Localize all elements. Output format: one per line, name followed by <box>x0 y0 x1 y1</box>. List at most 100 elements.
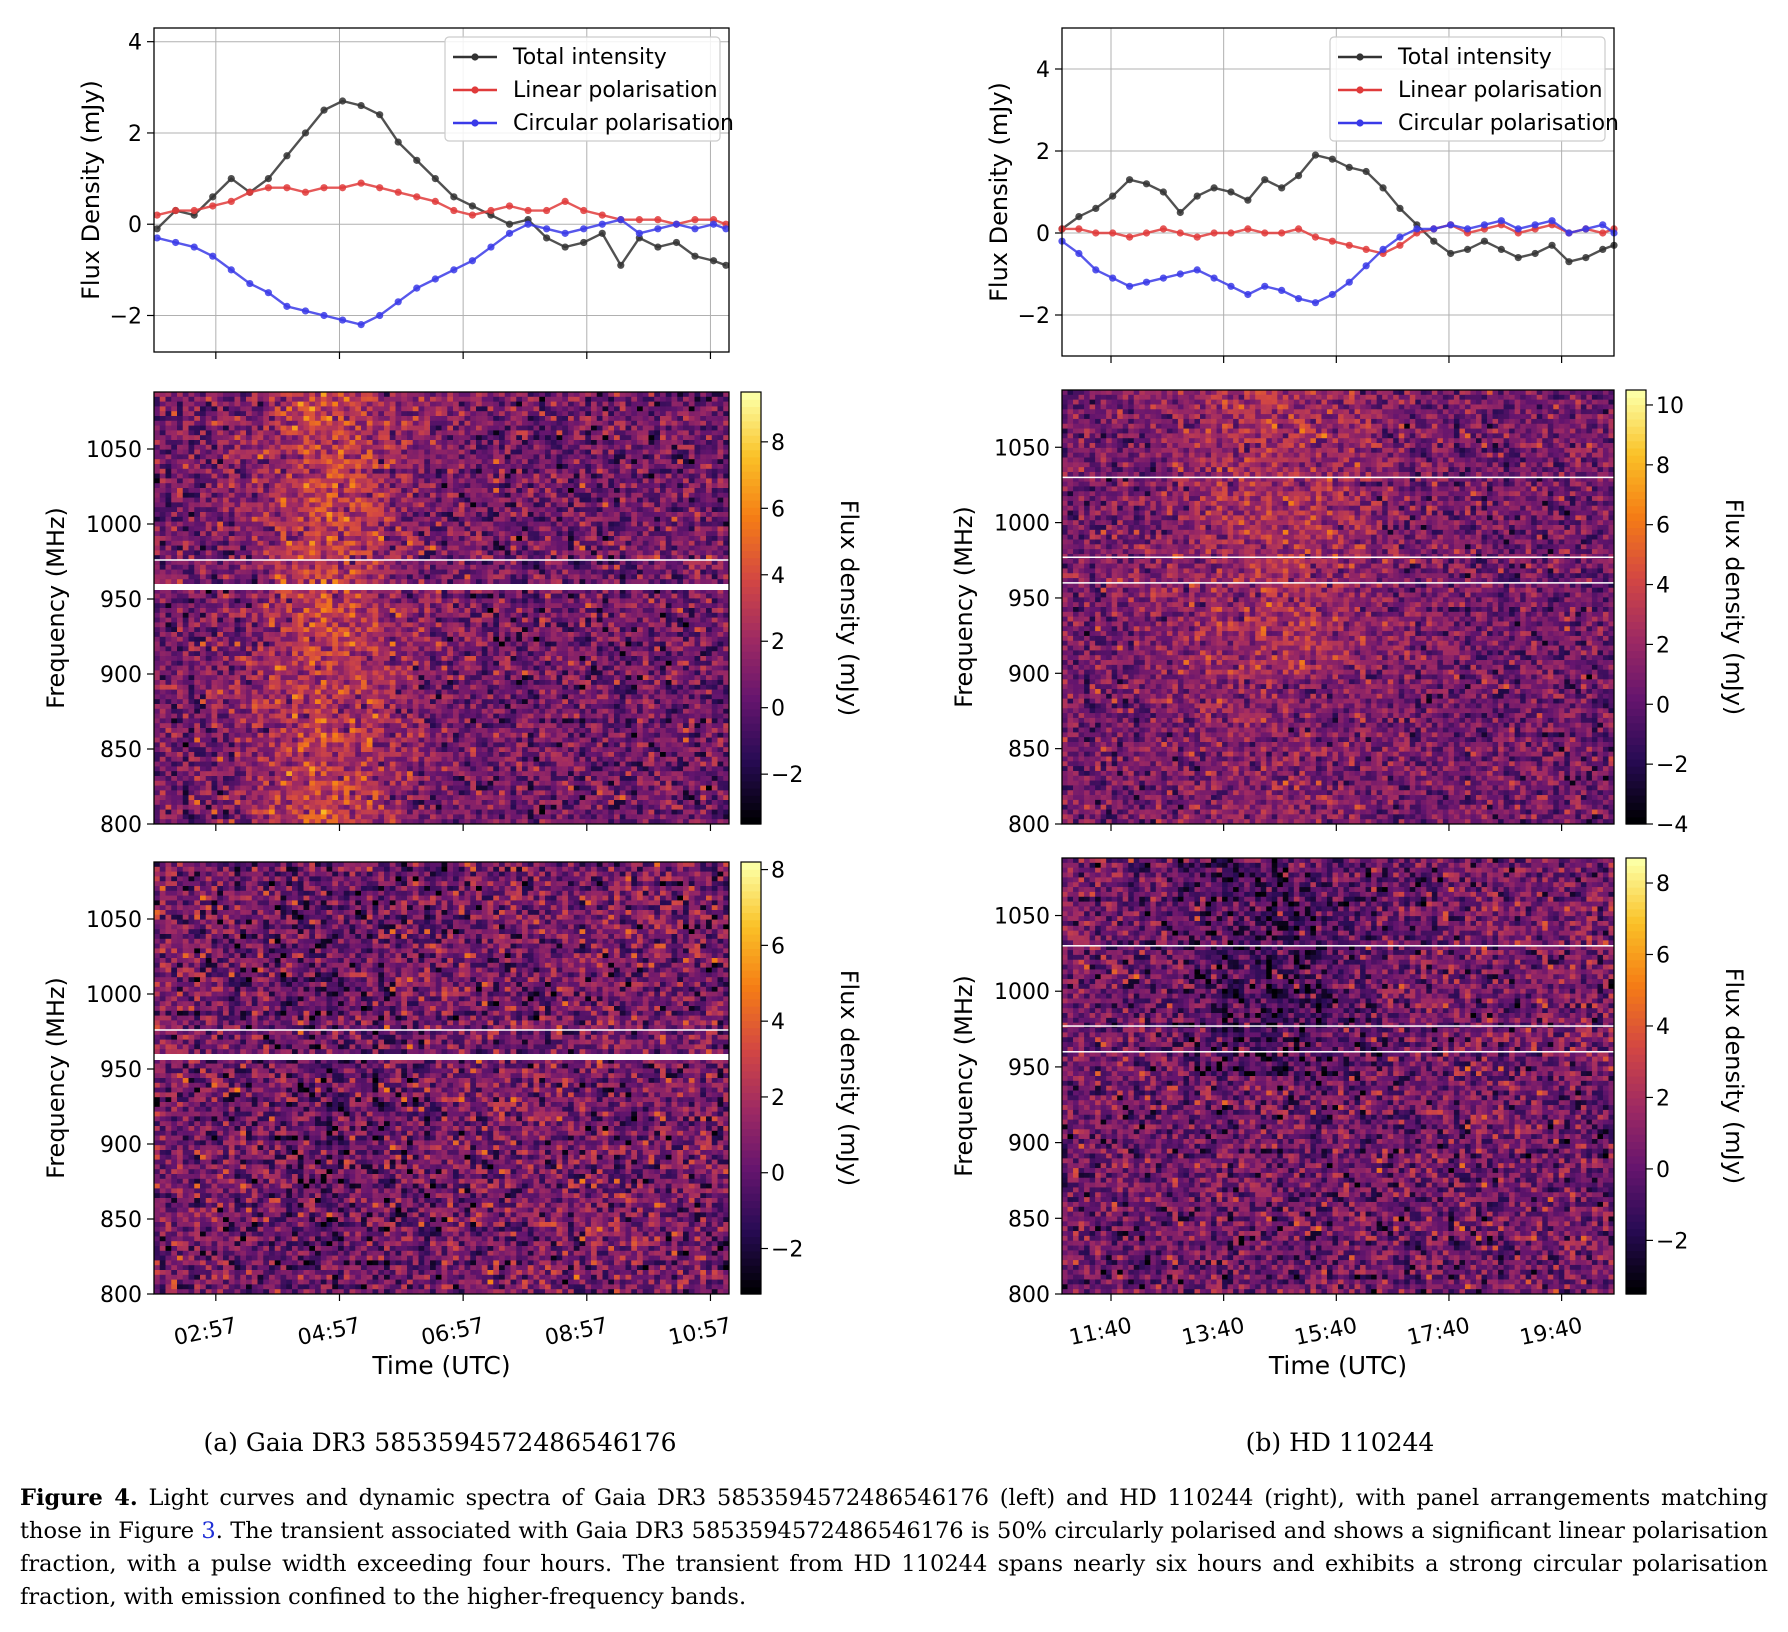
heatmap-cell <box>511 426 517 431</box>
heatmap-cell <box>309 402 315 407</box>
heatmap-cell <box>511 402 517 407</box>
heatmap-cell <box>235 430 241 435</box>
heatmap-cell <box>666 426 672 431</box>
data-point <box>636 216 643 223</box>
heatmap-cell <box>614 426 620 431</box>
heatmap-cell <box>258 402 264 407</box>
heatmap-cell <box>332 397 338 402</box>
heatmap-cell <box>488 406 494 411</box>
heatmap-cell <box>424 430 430 435</box>
heatmap-cell <box>217 421 223 426</box>
heatmap-cell <box>580 416 586 421</box>
heatmap-cell <box>281 430 287 435</box>
heatmap-cell <box>700 406 706 411</box>
heatmap-cell <box>240 411 246 416</box>
heatmap-cell <box>597 411 603 416</box>
heatmap-cell <box>672 402 678 407</box>
heatmap-cell <box>160 435 166 440</box>
heatmap-cell <box>200 426 206 431</box>
heatmap-cell <box>344 426 350 431</box>
heatmap-cell <box>689 411 695 416</box>
heatmap-cell <box>447 416 453 421</box>
heatmap-cell <box>574 402 580 407</box>
data-point <box>599 230 606 237</box>
heatmap-cell <box>286 416 292 421</box>
data-point <box>710 257 717 264</box>
heatmap-cell <box>321 402 327 407</box>
series-circular-polarisation <box>153 216 729 328</box>
heatmap-cell <box>459 421 465 426</box>
heatmap-cell <box>217 406 223 411</box>
heatmap-cell <box>482 430 488 435</box>
heatmap-cell <box>695 397 701 402</box>
heatmap-cell <box>401 426 407 431</box>
heatmap-cell <box>304 411 310 416</box>
heatmap-cell <box>649 392 655 397</box>
heatmap-cell <box>666 392 672 397</box>
heatmap-cell <box>166 392 172 397</box>
heatmap-cell <box>229 397 235 402</box>
heatmap-cell <box>545 421 551 426</box>
heatmap-cell <box>292 430 298 435</box>
heatmap-cell <box>608 426 614 431</box>
heatmap-cell <box>637 406 643 411</box>
heatmap-cell <box>229 421 235 426</box>
heatmap-cell <box>424 435 430 440</box>
data-point <box>413 157 420 164</box>
heatmap-cell <box>585 397 591 402</box>
data-point <box>320 184 327 191</box>
heatmap-cell <box>677 392 683 397</box>
data-point <box>265 184 272 191</box>
heatmap-cell <box>154 397 160 402</box>
data-point <box>487 207 494 214</box>
heatmap-cell <box>246 397 252 402</box>
heatmap-cell <box>419 416 425 421</box>
heatmap-cell <box>309 430 315 435</box>
heatmap-cell <box>718 402 724 407</box>
heatmap-cell <box>591 416 597 421</box>
heatmap-cell <box>246 430 252 435</box>
heatmap-cell <box>160 421 166 426</box>
data-point <box>673 239 680 246</box>
heatmap-cell <box>608 430 614 435</box>
heatmap-cell <box>217 411 223 416</box>
heatmap-cell <box>413 411 419 416</box>
heatmap-cell <box>252 421 258 426</box>
heatmap-cell <box>263 406 269 411</box>
heatmap-cell <box>557 397 563 402</box>
heatmap-cell <box>189 397 195 402</box>
heatmap-cell <box>436 397 442 402</box>
heatmap-cell <box>200 421 206 426</box>
heatmap-cell <box>465 402 471 407</box>
heatmap-cell <box>516 392 522 397</box>
heatmap-cell <box>396 435 402 440</box>
heatmap-cell <box>643 392 649 397</box>
heatmap-cell <box>258 430 264 435</box>
heatmap-cell <box>246 406 252 411</box>
heatmap-cell <box>528 392 534 397</box>
heatmap-cell <box>654 392 660 397</box>
heatmap-cell <box>712 416 718 421</box>
data-point <box>562 198 569 205</box>
heatmap-cell <box>453 397 459 402</box>
heatmap-cell <box>166 402 172 407</box>
heatmap-cell <box>378 416 384 421</box>
heatmap-cell <box>424 416 430 421</box>
heatmap-cell <box>390 397 396 402</box>
heatmap-cell <box>585 411 591 416</box>
heatmap-cell <box>344 430 350 435</box>
heatmap-cell <box>309 416 315 421</box>
heatmap-cell <box>286 421 292 426</box>
data-point <box>524 207 531 214</box>
heatmap-cell <box>413 397 419 402</box>
heatmap-cell <box>194 402 200 407</box>
heatmap-cell <box>223 421 229 426</box>
data-point <box>469 257 476 264</box>
heatmap-cell <box>327 411 333 416</box>
heatmap-cell <box>442 430 448 435</box>
heatmap-cell <box>396 416 402 421</box>
heatmap-cell <box>396 411 402 416</box>
heatmap-cell <box>396 406 402 411</box>
heatmap-cell <box>396 402 402 407</box>
heatmap-cell <box>672 406 678 411</box>
